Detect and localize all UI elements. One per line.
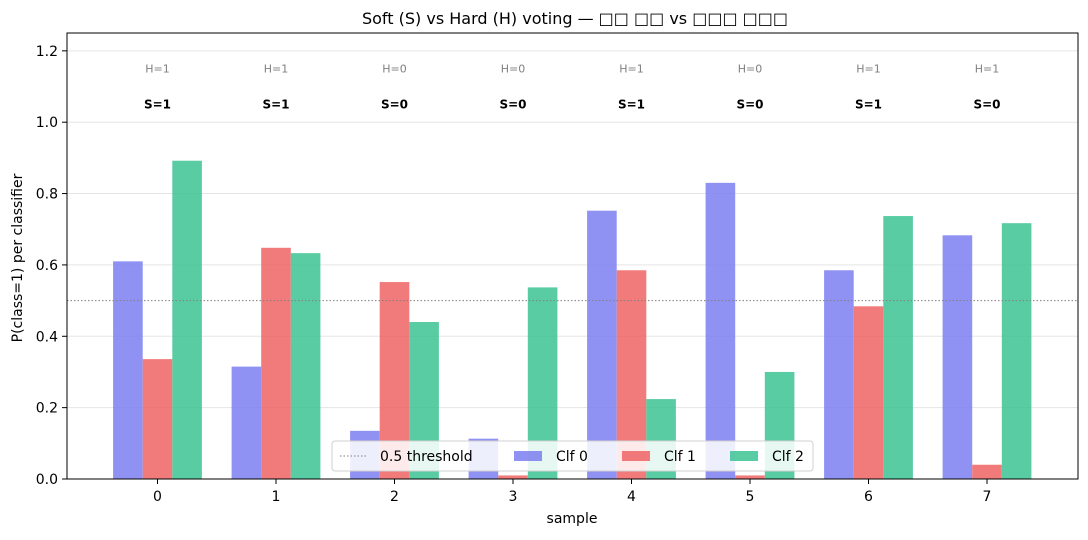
x-tick-label: 2 xyxy=(390,489,399,505)
soft-vote-label: S=0 xyxy=(381,97,408,111)
x-tick-label: 4 xyxy=(627,489,636,505)
soft-vote-label: S=1 xyxy=(855,97,882,111)
hard-vote-label: H=1 xyxy=(264,63,289,76)
legend-box xyxy=(331,440,814,472)
x-tick-label: 3 xyxy=(509,489,518,505)
x-axis-title: sample xyxy=(547,511,598,527)
bar-clf-1 xyxy=(972,464,1002,479)
soft-vote-label: S=0 xyxy=(973,97,1000,111)
grid-layer xyxy=(67,50,1078,480)
y-tick-label: 0.6 xyxy=(36,258,58,274)
bar-clf-0 xyxy=(113,261,143,479)
legend: 0.5 threshold Clf 0 Clf 1 Clf 2 xyxy=(331,440,814,472)
legend-swatch xyxy=(730,451,758,461)
legend-label: Clf 0 xyxy=(556,449,588,465)
bar-clf-0 xyxy=(824,270,854,479)
legend-threshold-label: 0.5 threshold xyxy=(380,449,473,465)
y-tick-label: 0.2 xyxy=(36,401,58,417)
bar-clf-2 xyxy=(883,216,913,480)
chart-title: Soft (S) vs Hard (H) voting — □□ □□ vs □… xyxy=(362,9,788,28)
hard-vote-label: H=0 xyxy=(501,63,526,76)
bar-clf-0 xyxy=(587,210,617,479)
x-tick-label: 5 xyxy=(746,489,755,505)
hard-vote-label: H=1 xyxy=(975,63,1000,76)
bar-clf-0 xyxy=(705,182,736,479)
hard-vote-label: H=1 xyxy=(145,63,170,76)
y-tick-label: 1.2 xyxy=(36,44,58,60)
annotation-layer: H=1 S=1 H=1 S=1 H=0 S=0 H=0 S=0 H=1 S=1 H=0 S=0 H=1 S… xyxy=(144,63,1001,112)
soft-vote-label: S=0 xyxy=(499,97,526,111)
bar-clf-1 xyxy=(853,306,884,479)
y-axis-title: P(class=1) per classifier xyxy=(10,173,26,342)
bar-clf-1 xyxy=(142,359,173,479)
legend-swatch xyxy=(622,451,650,461)
plot-frame xyxy=(66,32,1079,480)
y-tick-label: 0.8 xyxy=(36,187,58,203)
bar-clf-1 xyxy=(735,475,765,479)
axes-layer: 0.0 0.2 0.4 0.6 0.8 1.0 1.2 0 1 2 3 4 5 6 7 xyxy=(36,32,1079,505)
bars-layer xyxy=(113,160,1032,480)
bar-clf-1 xyxy=(261,247,291,479)
bar-clf-2 xyxy=(290,253,321,479)
soft-vote-label: S=1 xyxy=(144,97,171,111)
hard-vote-label: H=1 xyxy=(619,63,644,76)
legend-swatch xyxy=(514,451,542,461)
legend-label: Clf 1 xyxy=(664,449,696,465)
soft-vote-label: S=0 xyxy=(736,97,763,111)
hard-vote-label: H=0 xyxy=(382,63,407,76)
bar-clf-1 xyxy=(498,475,528,479)
y-tick-label: 1.0 xyxy=(36,115,58,131)
hard-vote-label: H=0 xyxy=(738,63,763,76)
x-tick-label: 7 xyxy=(983,489,992,505)
bar-clf-0 xyxy=(942,235,973,479)
x-tick-label: 0 xyxy=(153,489,162,505)
soft-vote-label: S=1 xyxy=(618,97,645,111)
legend-label: Clf 2 xyxy=(772,449,804,465)
bar-clf-0 xyxy=(231,366,262,479)
y-tick-label: 0.4 xyxy=(36,329,58,345)
soft-vote-label: S=1 xyxy=(262,97,289,111)
hard-vote-label: H=1 xyxy=(856,63,881,76)
bar-clf-2 xyxy=(172,160,202,479)
x-tick-label: 6 xyxy=(864,489,873,505)
y-tick-label: 0.0 xyxy=(36,472,58,488)
bar-clf-2 xyxy=(1001,223,1032,479)
x-tick-label: 1 xyxy=(272,489,281,505)
